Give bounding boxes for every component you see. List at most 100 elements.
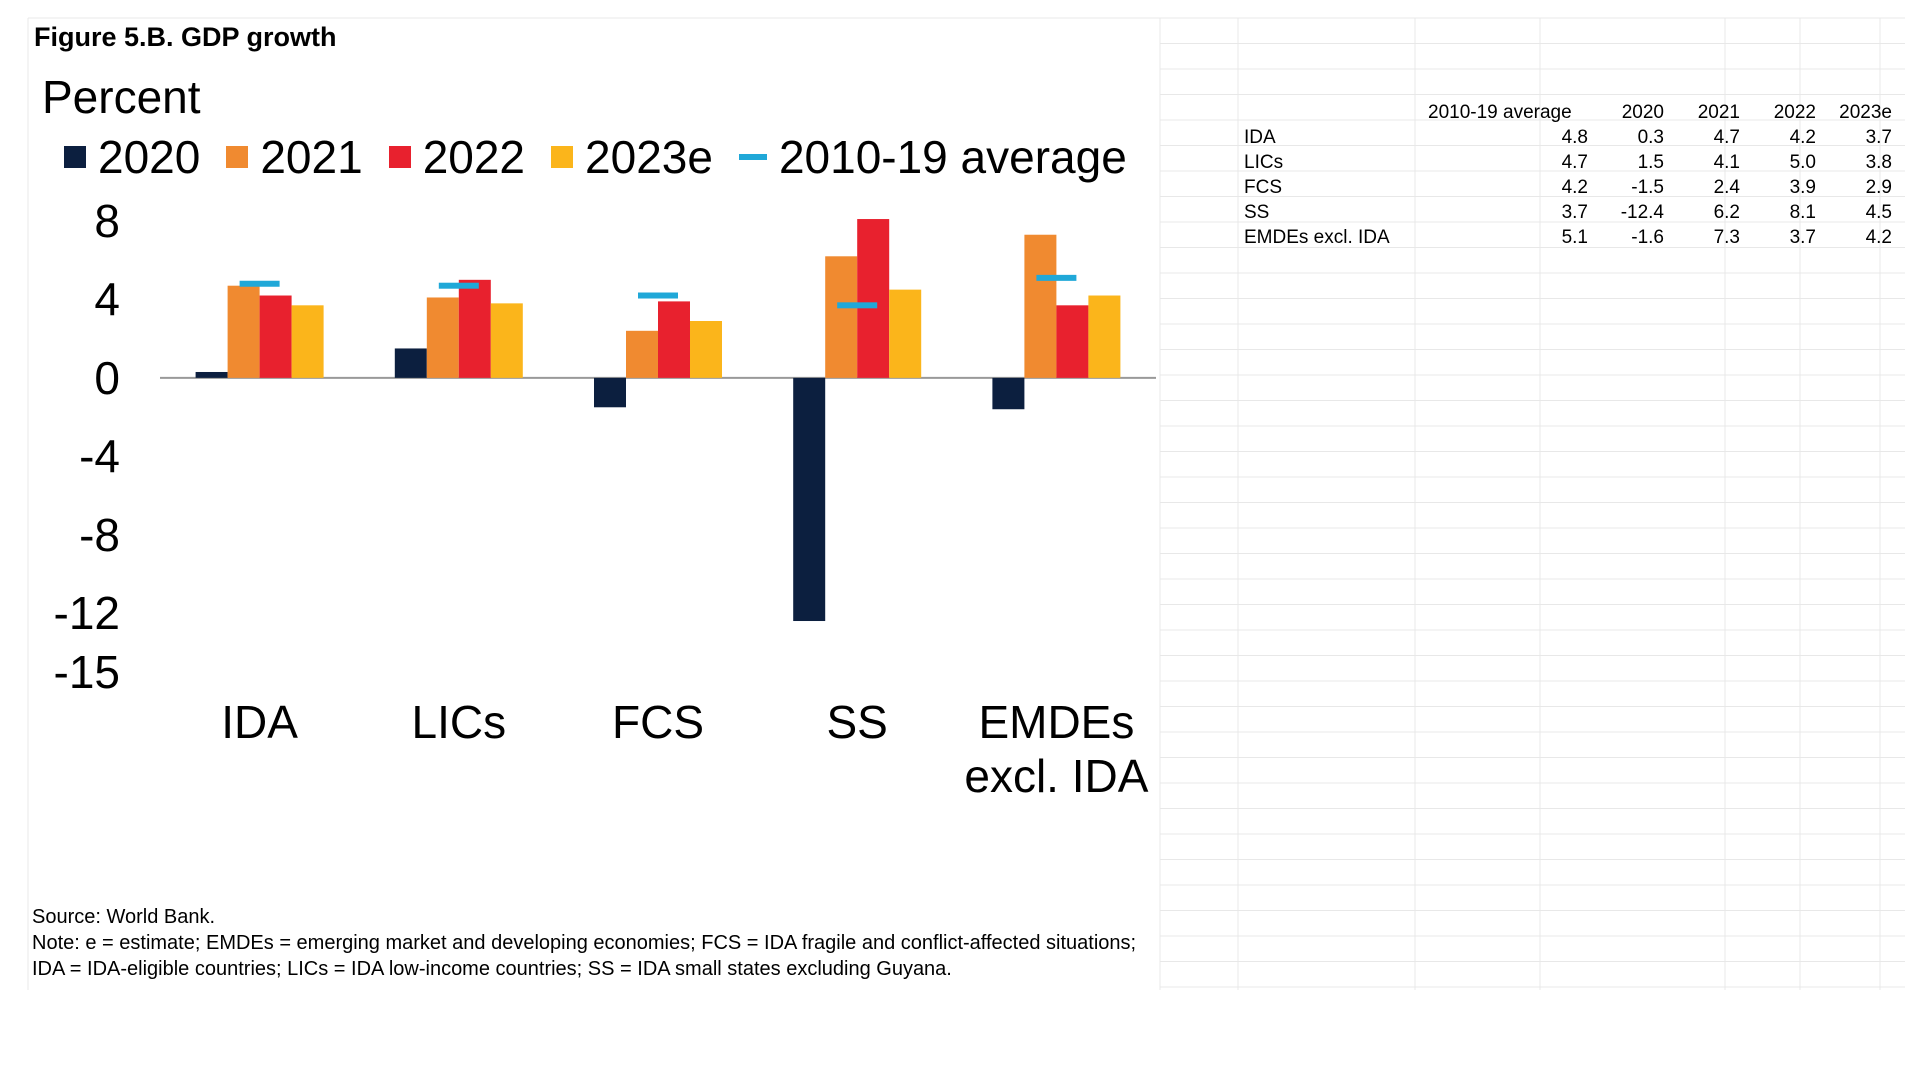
y-tick-label: 8 <box>94 195 120 247</box>
table-cell: 1.5 <box>1637 152 1664 173</box>
bar-2020-ss <box>793 377 826 622</box>
legend-label-2022: 2022 <box>422 131 526 183</box>
table-cell: -12.4 <box>1620 202 1664 223</box>
table-cell: 4.7 <box>1561 152 1588 173</box>
legend-item-2020: 2020 <box>64 130 200 184</box>
bar-2020-fcs <box>594 377 626 408</box>
table-cell: 3.9 <box>1789 177 1816 198</box>
legend-label-2021: 2021 <box>260 131 363 183</box>
bar-2021-lics <box>426 297 459 378</box>
bar-2023e-ss <box>889 289 922 378</box>
average-marker-lics <box>438 282 479 289</box>
table-cell: 2.9 <box>1865 177 1892 198</box>
table-row: LICs 4.7 1.5 4.1 5.0 3.8 <box>1240 150 1896 175</box>
table-row: FCS 4.2 -1.5 2.4 3.9 2.9 <box>1240 175 1896 200</box>
table-cell: 4.8 <box>1561 127 1588 148</box>
bar-2022-lics <box>458 279 491 378</box>
bar-2021-fcs <box>626 330 658 378</box>
table-row: IDA 4.8 0.3 4.7 4.2 3.7 <box>1240 125 1896 150</box>
y-tick-label: -12 <box>53 587 120 640</box>
legend-item-average: 2010-19 average <box>738 130 1127 184</box>
legend-item-2021: 2021 <box>226 130 363 184</box>
figure-title: Figure 5.B. GDP growth <box>34 22 337 52</box>
table-cell: 4.2 <box>1789 127 1816 148</box>
bar-2022-ida <box>259 295 292 378</box>
table-row: EMDEs excl. IDA 5.1 -1.6 7.3 3.7 4.2 <box>1240 225 1896 250</box>
table-row-label: SS <box>1244 202 1270 223</box>
average-marker-ida <box>239 280 280 287</box>
table-row: SS 3.7 -12.4 6.2 8.1 4.5 <box>1240 200 1896 225</box>
table-body: IDA 4.8 0.3 4.7 4.2 3.7 LICs 4.7 1.5 4.1 5.0 3.8 FCS… <box>1240 125 1896 250</box>
bar-2023e-fcs <box>690 321 722 378</box>
y-tick-label: 4 <box>94 273 120 326</box>
table-cell: 3.7 <box>1865 127 1892 148</box>
chart-legend: 2020 2021 2022 2023e 2010-19 average <box>64 130 1153 184</box>
bar-2020-lics <box>394 348 427 378</box>
legend-swatch-2023e <box>551 146 574 168</box>
x-tick-label-line: LICs <box>411 696 507 748</box>
table-cell: 4.1 <box>1713 152 1740 173</box>
table-cell: 6.2 <box>1713 202 1740 223</box>
table-header-cell: 2020 <box>1621 102 1664 123</box>
x-tick-label-line: EMDEs <box>978 696 1135 748</box>
table-cell: 5.1 <box>1561 227 1588 248</box>
legend-swatch-2022 <box>388 146 411 168</box>
table-header-cell: 2023e <box>1839 102 1892 123</box>
table-header-cell: 2021 <box>1697 102 1740 123</box>
table-cell: 8.1 <box>1789 202 1816 223</box>
legend-item-2022: 2022 <box>388 130 526 184</box>
x-tick-label: IDA <box>160 695 360 749</box>
source-note: Source: World Bank. Note: e = estimate; … <box>32 904 1152 982</box>
bar-2021-ss <box>825 256 858 378</box>
table-cell: 2.4 <box>1713 177 1740 198</box>
y-tick-label: -4 <box>79 430 120 483</box>
y-tick-label: 0 <box>94 351 120 404</box>
legend-swatch-2021 <box>226 146 249 168</box>
table-cell: 4.7 <box>1713 127 1740 148</box>
legend-label-average: 2010-19 average <box>778 131 1127 183</box>
table-cell: -1.6 <box>1631 227 1664 248</box>
table-cell: 3.7 <box>1561 202 1588 223</box>
x-tick-label-line: IDA <box>221 696 298 748</box>
legend-label-2023e: 2023e <box>585 131 713 183</box>
x-tick-label: SS <box>757 695 957 749</box>
y-axis-unit-label: Percent <box>42 71 201 123</box>
x-tick-label-line: FCS <box>612 696 704 748</box>
legend-label-2020: 2020 <box>98 131 201 183</box>
table-cell: 3.7 <box>1789 227 1816 248</box>
source-text: Source: World Bank. <box>32 906 216 928</box>
table-cell: -1.5 <box>1631 177 1664 198</box>
x-tick-label: EMDEs excl. IDA <box>956 695 1156 803</box>
bar-2023e-emdes-excl-ida <box>1088 295 1121 378</box>
x-tick-label-line: excl. IDA <box>964 750 1149 802</box>
table-header-row: 2010-19 average 2020 2021 2022 2023e <box>1240 100 1896 125</box>
table-header-cell: 2022 <box>1773 102 1816 123</box>
table-cell: 3.8 <box>1865 152 1892 173</box>
bar-2021-ida <box>227 285 260 378</box>
table-row-label: IDA <box>1244 127 1276 148</box>
bar-2022-fcs <box>658 301 690 378</box>
bar-2021-emdes-excl-ida <box>1024 234 1057 378</box>
y-tick-label: -8 <box>79 508 120 561</box>
table-cell: 4.2 <box>1865 227 1892 248</box>
average-marker-fcs <box>638 292 678 299</box>
table-row-label: LICs <box>1244 152 1284 173</box>
table-cell: 7.3 <box>1713 227 1740 248</box>
average-marker-ss <box>837 302 878 309</box>
legend-item-2023e: 2023e <box>551 130 713 184</box>
x-tick-label-line: SS <box>826 696 888 748</box>
table-row-label: EMDEs excl. IDA <box>1244 227 1390 248</box>
bar-2020-ida <box>195 371 228 378</box>
average-marker-emdes-excl-ida <box>1036 274 1077 281</box>
table-cell: 0.3 <box>1637 127 1664 148</box>
legend-dash-average <box>738 154 767 160</box>
bar-2023e-lics <box>490 303 523 378</box>
bar-2023e-ida <box>291 305 324 378</box>
bar-2022-ss <box>857 219 890 378</box>
note-text: Note: e = estimate; EMDEs = emerging mar… <box>32 932 1137 980</box>
table-row-label: FCS <box>1244 177 1282 198</box>
x-tick-label: FCS <box>558 695 758 749</box>
data-table: 2010-19 average 2020 2021 2022 2023e IDA… <box>1240 100 1896 250</box>
